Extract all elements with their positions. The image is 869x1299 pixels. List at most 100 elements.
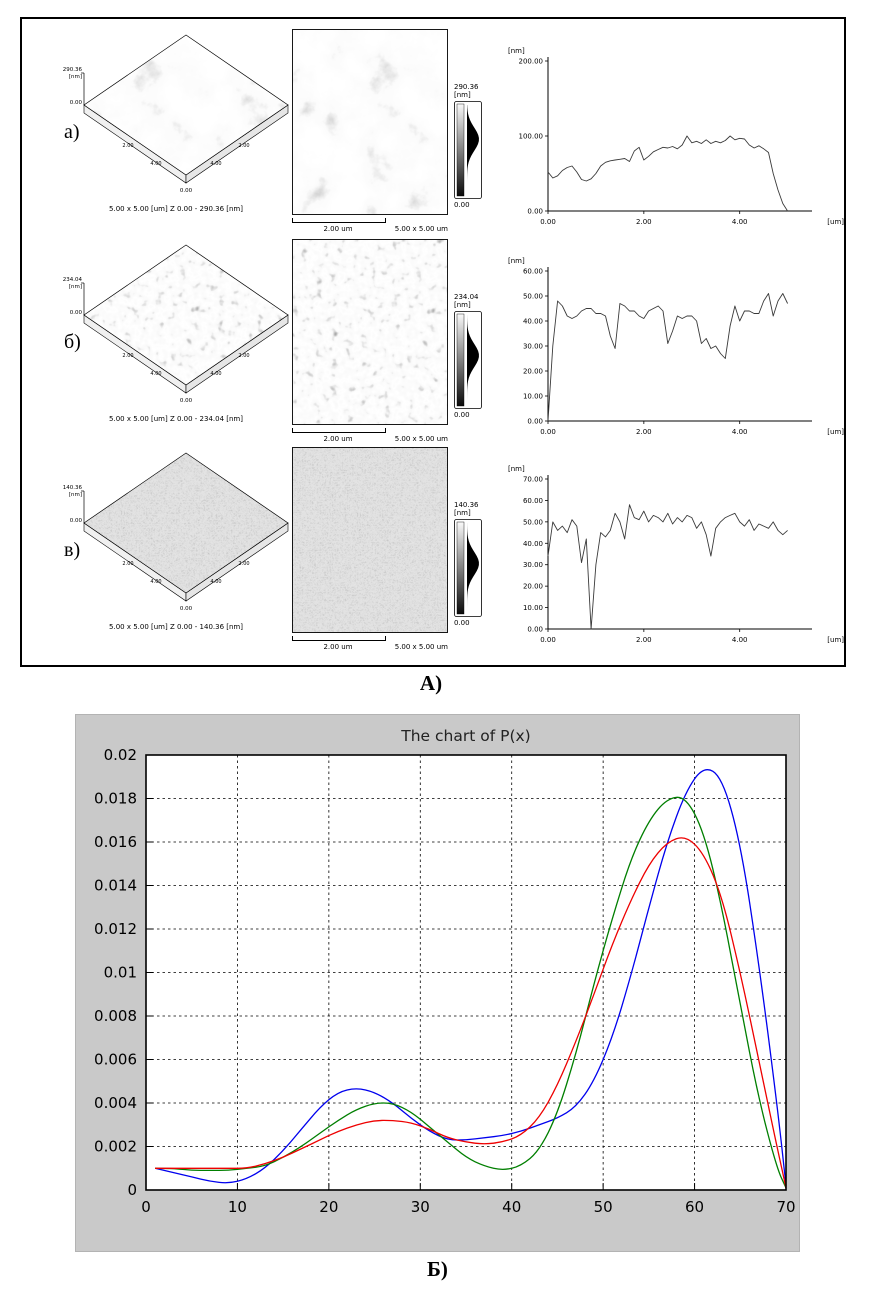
edge-tick-label: 2.00 xyxy=(122,561,133,567)
y-tick-label: 0.00 xyxy=(527,208,543,216)
y-tick-label: 100.00 xyxy=(519,133,544,141)
afm-3d-surface: 290.36 [nm] 0.00 0.00 2.00 4.00 2.00 4.00 5.00 … xyxy=(56,27,296,213)
y-tick-label: 30.00 xyxy=(523,343,543,351)
series-green-line xyxy=(155,796,787,1189)
y-axis-unit: [nm] xyxy=(508,47,525,55)
scalebar-label: 2.00 um xyxy=(323,435,353,443)
x-tick-label: 0.00 xyxy=(540,428,556,436)
y-tick-label: 30.00 xyxy=(523,561,543,569)
z-max-label: 290.36 xyxy=(63,67,83,73)
height-profile-chart: [nm] 200.00 100.00 0.00 0.00 2.00 4.00 [um] xyxy=(508,47,844,226)
profile-line xyxy=(547,135,788,212)
x-axis-unit: [um] xyxy=(827,428,844,436)
edge-tick-label: 2.00 xyxy=(122,353,133,359)
x-axis-unit: [um] xyxy=(827,218,844,226)
px-chart-panel: 0 10 20 30 40 50 60 70 0 0.002 0.004 0.006 0.008 0.01… xyxy=(75,714,800,1252)
x-tick-label: 2.00 xyxy=(636,636,652,644)
y-tick-label: 40.00 xyxy=(523,318,543,326)
afm-3d-plot: 140.36[nm] 0.00 0.00 2.00 4.00 2.00 4.00 xyxy=(63,452,289,612)
surface-texture xyxy=(84,245,288,385)
colorbar-unit-label: [nm] xyxy=(454,91,471,100)
colorbar-unit-label: [nm] xyxy=(454,509,471,518)
edge-tick-label: 4.00 xyxy=(150,371,161,377)
y-tick-label: 0.01 xyxy=(104,964,137,982)
y-tick-label: 10.00 xyxy=(523,604,543,612)
y-axis-unit: [nm] xyxy=(508,257,525,265)
row-label-v: в) xyxy=(64,539,81,561)
y-tick-label: 0 xyxy=(127,1181,137,1199)
surface-caption: 5.00 x 5.00 [um] Z 0.00 - 140.36 [nm] xyxy=(109,623,243,631)
z-unit-label: [nm] xyxy=(69,492,82,498)
series-red-line xyxy=(155,837,787,1188)
scalebar xyxy=(292,636,386,641)
colorbar-gradient xyxy=(456,313,465,407)
image-texture xyxy=(292,29,448,215)
colorbar-min-label: 0.00 xyxy=(454,201,470,210)
colorbar-gradient xyxy=(456,521,465,615)
x-tick-label: 2.00 xyxy=(636,428,652,436)
row-label-a: а) xyxy=(64,121,80,143)
x-tick-label: 10 xyxy=(228,1198,247,1216)
colorbar-scale xyxy=(454,101,482,199)
colorbar-gradient xyxy=(456,103,465,197)
y-tick-label: 0.00 xyxy=(527,626,543,634)
row-label-b: б) xyxy=(64,331,81,353)
y-tick-label: 20.00 xyxy=(523,583,543,591)
surface-outline xyxy=(83,34,289,176)
surface-outline xyxy=(83,244,289,386)
image-border xyxy=(292,29,448,215)
scalebar xyxy=(292,428,386,433)
image-border xyxy=(292,447,448,633)
image-texture xyxy=(292,447,448,633)
y-tick-label: 0.004 xyxy=(94,1094,137,1112)
afm-3d-plot: 234.04[nm] 0.00 0.00 2.00 4.00 2.00 4.00 xyxy=(63,244,289,404)
chart-title: The chart of P(x) xyxy=(400,727,530,745)
image-border xyxy=(292,239,448,425)
scalebar-label: 2.00 um xyxy=(323,643,353,651)
afm-3d-plot: 290.36[nm] 0.00 0.00 2.00 4.00 2.00 4.00 xyxy=(63,34,289,194)
x-tick-label: 2.00 xyxy=(636,218,652,226)
x-tick-label: 4.00 xyxy=(732,218,748,226)
afm-2d-image: 2.00 um 5.00 x 5.00 um xyxy=(292,239,448,445)
x-axis-unit: [um] xyxy=(827,636,844,644)
height-colorbar: 234.04 [nm] 0.00 xyxy=(454,293,494,419)
afm-row-a: а) 290.36 [nm] 0.00 0.00 2.00 4.00 2.00 4.00 5.… xyxy=(22,25,844,233)
colorbar-unit-label: [nm] xyxy=(454,301,471,310)
edge-tick-label: 4.00 xyxy=(150,161,161,167)
x-tick-label: 60 xyxy=(685,1198,704,1216)
corner-origin-label: 0.00 xyxy=(180,606,193,612)
z-unit-label: [nm] xyxy=(69,284,82,290)
colorbar-max-label: 290.36 xyxy=(454,83,479,91)
y-tick-label: 0.014 xyxy=(94,877,137,895)
x-tick-label: 70 xyxy=(776,1198,795,1216)
edge-tick-label: 2.00 xyxy=(122,143,133,149)
height-colorbar: 290.36 [nm] 0.00 xyxy=(454,83,494,209)
z-min-label: 0.00 xyxy=(70,100,83,106)
height-histogram xyxy=(467,523,479,614)
colorbar-scale xyxy=(454,519,482,617)
colorbar-max-label: 234.04 xyxy=(454,293,479,301)
x-tick-label: 50 xyxy=(594,1198,613,1216)
y-tick-label: 20.00 xyxy=(523,368,543,376)
afm-row-b: б) 234.04 [nm] 0.00 0.00 2.00 4.00 2.00 4.00 5.… xyxy=(22,235,844,443)
height-colorbar: 140.36 [nm] 0.00 xyxy=(454,501,494,627)
z-max-label: 140.36 xyxy=(63,485,83,491)
afm-row-v: в) 140.36 [nm] 0.00 0.00 2.00 4.00 2.00 4.00 5.… xyxy=(22,443,844,651)
edge-tick-label: 4.00 xyxy=(210,371,221,377)
afm-panel: а) 290.36 [nm] 0.00 0.00 2.00 4.00 2.00 4.00 5.… xyxy=(20,17,846,667)
edge-tick-label: 2.00 xyxy=(238,561,249,567)
image-texture xyxy=(292,239,448,425)
afm-2d-plot xyxy=(292,29,448,215)
profile-line xyxy=(547,293,789,422)
y-tick-label: 0.006 xyxy=(94,1051,137,1069)
surface-caption: 5.00 x 5.00 [um] Z 0.00 - 290.36 [nm] xyxy=(109,205,243,213)
y-tick-label: 50.00 xyxy=(523,518,543,526)
afm-2d-plot xyxy=(292,239,448,425)
y-tick-label: 50.00 xyxy=(523,293,543,301)
height-histogram xyxy=(467,315,479,406)
y-tick-label: 60.00 xyxy=(523,497,543,505)
surface-texture xyxy=(84,35,288,175)
x-tick-label: 0.00 xyxy=(540,218,556,226)
image-size-label: 5.00 x 5.00 um xyxy=(394,435,448,443)
x-tick-label: 40 xyxy=(502,1198,521,1216)
